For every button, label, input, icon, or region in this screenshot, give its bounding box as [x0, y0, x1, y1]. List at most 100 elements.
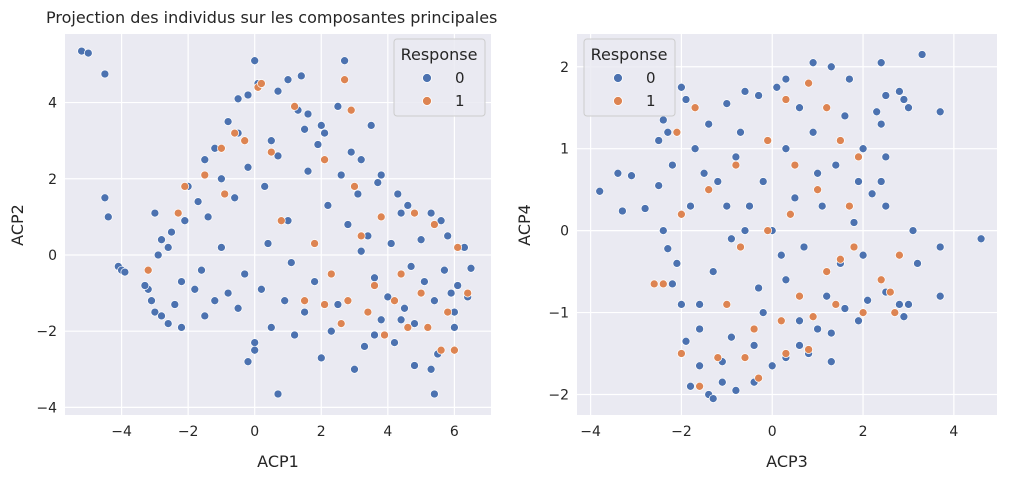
- data-point-response-0: [595, 186, 605, 196]
- data-point-response-0: [727, 332, 736, 342]
- data-point-response-1: [813, 185, 822, 195]
- data-point-response-0: [150, 307, 160, 317]
- data-point-response-0: [690, 144, 700, 154]
- data-point-response-0: [681, 95, 691, 104]
- data-point-response-0: [273, 151, 283, 161]
- data-point-response-1: [336, 319, 346, 328]
- y-axis-label-left: ACP2: [8, 204, 27, 246]
- x-tick-label: −2: [178, 424, 199, 440]
- legend-box-left: [393, 38, 486, 117]
- data-point-response-0: [323, 201, 333, 210]
- data-point-response-0: [686, 201, 695, 211]
- data-point-response-0: [316, 121, 326, 130]
- data-point-response-0: [193, 197, 203, 206]
- data-point-response-1: [346, 105, 356, 115]
- x-tick-label: 0: [250, 424, 259, 440]
- data-point-response-0: [300, 307, 309, 317]
- data-point-response-1: [180, 182, 190, 191]
- data-point-response-0: [749, 341, 759, 350]
- legend-right: Response 0 1: [583, 38, 676, 117]
- data-point-response-0: [410, 319, 419, 328]
- data-point-response-0: [426, 364, 436, 374]
- data-point-response-0: [177, 277, 186, 286]
- data-point-response-0: [420, 277, 429, 286]
- data-point-response-0: [668, 279, 677, 289]
- data-point-response-0: [817, 201, 827, 211]
- data-point-response-0: [799, 242, 809, 252]
- data-point-response-0: [849, 218, 859, 227]
- data-point-response-0: [257, 284, 266, 294]
- data-point-response-0: [717, 377, 727, 387]
- legend-marker-1-left: [422, 96, 432, 106]
- data-point-response-0: [280, 296, 290, 306]
- data-point-response-0: [250, 56, 260, 66]
- data-point-response-1: [672, 127, 682, 137]
- data-point-response-1: [895, 250, 904, 260]
- x-tick-label: 4: [949, 424, 958, 440]
- y-ticks-left: −4 −2 0 2 4: [36, 96, 57, 417]
- data-point-response-0: [677, 82, 686, 92]
- data-point-response-0: [250, 345, 260, 355]
- data-point-response-1: [453, 243, 463, 252]
- data-point-response-1: [416, 288, 426, 298]
- data-point-response-0: [260, 182, 270, 191]
- data-point-response-0: [333, 300, 343, 309]
- y-tick-label: 1: [560, 142, 569, 158]
- data-point-response-0: [854, 316, 863, 326]
- data-point-response-1: [370, 281, 379, 290]
- points-left: [77, 46, 476, 399]
- data-point-response-1: [740, 353, 750, 362]
- data-point-response-0: [393, 189, 403, 199]
- data-point-response-0: [627, 171, 636, 181]
- data-point-response-0: [808, 127, 818, 137]
- data-point-response-0: [366, 121, 376, 130]
- data-point-response-0: [273, 86, 283, 96]
- data-point-response-1: [326, 269, 336, 279]
- data-point-response-0: [858, 250, 868, 260]
- data-point-response-0: [781, 144, 791, 154]
- data-point-response-1: [230, 128, 240, 138]
- data-point-response-0: [708, 267, 718, 276]
- x-tick-label: −2: [671, 424, 692, 440]
- data-point-response-1: [200, 170, 210, 180]
- data-point-response-1: [854, 152, 863, 162]
- data-point-response-1: [376, 212, 386, 222]
- data-point-response-0: [243, 90, 253, 100]
- data-point-response-0: [677, 300, 686, 309]
- data-point-response-1: [885, 287, 895, 297]
- data-point-response-1: [658, 279, 668, 289]
- data-point-response-1: [410, 208, 419, 218]
- data-point-response-0: [858, 144, 868, 154]
- data-point-response-0: [781, 275, 791, 285]
- data-point-response-0: [795, 103, 804, 113]
- data-point-response-0: [396, 315, 406, 325]
- data-point-response-0: [831, 160, 841, 170]
- data-point-response-1: [436, 345, 446, 355]
- data-point-response-1: [463, 288, 473, 298]
- legend-marker-0-left: [422, 73, 432, 83]
- data-point-response-1: [795, 291, 804, 301]
- y-tick-label: −4: [36, 400, 57, 416]
- data-point-response-0: [140, 281, 150, 290]
- data-point-response-0: [200, 155, 210, 165]
- data-point-response-0: [895, 300, 904, 309]
- data-point-response-0: [795, 341, 804, 350]
- data-point-response-0: [699, 168, 709, 178]
- data-point-response-0: [695, 361, 704, 371]
- data-point-response-0: [303, 109, 313, 119]
- data-point-response-0: [899, 312, 909, 322]
- data-point-response-0: [450, 323, 459, 332]
- data-point-response-0: [722, 99, 732, 108]
- data-point-response-0: [163, 243, 173, 252]
- data-point-response-0: [876, 119, 886, 129]
- data-point-response-0: [876, 58, 886, 68]
- data-point-response-0: [223, 288, 233, 298]
- data-point-response-1: [836, 254, 845, 264]
- data-point-response-0: [150, 208, 160, 218]
- data-point-response-1: [731, 160, 741, 170]
- data-point-response-0: [713, 177, 723, 186]
- data-point-response-0: [343, 220, 353, 229]
- data-point-response-0: [740, 226, 750, 235]
- data-point-response-0: [370, 330, 379, 340]
- y-tick-label: −2: [36, 324, 57, 340]
